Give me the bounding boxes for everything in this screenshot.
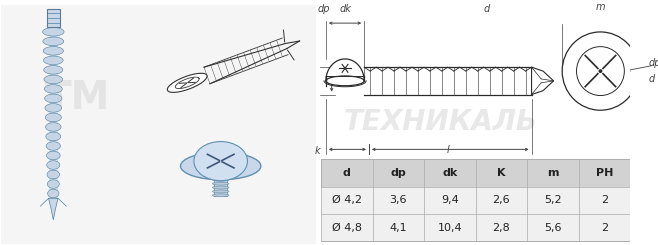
Text: TM: TM bbox=[45, 78, 110, 117]
Ellipse shape bbox=[213, 186, 229, 189]
Text: k: k bbox=[315, 146, 320, 156]
Ellipse shape bbox=[45, 123, 61, 131]
Circle shape bbox=[562, 32, 639, 110]
Ellipse shape bbox=[194, 142, 247, 181]
Text: 2: 2 bbox=[601, 223, 608, 233]
Ellipse shape bbox=[43, 47, 63, 55]
Ellipse shape bbox=[44, 85, 63, 93]
Text: dk: dk bbox=[442, 168, 457, 178]
Text: dp: dp bbox=[648, 58, 658, 68]
Ellipse shape bbox=[45, 113, 61, 122]
Ellipse shape bbox=[213, 182, 229, 185]
Ellipse shape bbox=[46, 142, 61, 150]
Polygon shape bbox=[49, 198, 58, 220]
Text: Ø 4,2: Ø 4,2 bbox=[332, 195, 362, 205]
Ellipse shape bbox=[47, 170, 60, 179]
Text: K: K bbox=[497, 168, 505, 178]
Ellipse shape bbox=[213, 178, 229, 181]
Bar bbox=[49, 27, 58, 198]
Ellipse shape bbox=[47, 180, 59, 188]
Ellipse shape bbox=[43, 27, 64, 36]
Text: 10,4: 10,4 bbox=[438, 223, 462, 233]
Ellipse shape bbox=[47, 151, 60, 160]
Text: PH: PH bbox=[595, 168, 613, 178]
Ellipse shape bbox=[43, 56, 63, 65]
Text: m: m bbox=[595, 2, 605, 12]
Ellipse shape bbox=[43, 37, 64, 46]
Polygon shape bbox=[532, 67, 553, 95]
Ellipse shape bbox=[44, 75, 63, 84]
Text: 3,6: 3,6 bbox=[390, 195, 407, 205]
Ellipse shape bbox=[45, 94, 62, 103]
Text: dp: dp bbox=[390, 168, 406, 178]
Bar bbox=[321, 186, 630, 214]
Text: 4,1: 4,1 bbox=[390, 223, 407, 233]
Text: ТЕХНИКАЛЬ: ТЕХНИКАЛЬ bbox=[343, 108, 538, 136]
Text: d: d bbox=[343, 168, 351, 178]
Ellipse shape bbox=[180, 152, 261, 180]
Polygon shape bbox=[326, 59, 364, 81]
Bar bbox=[47, 9, 60, 27]
Circle shape bbox=[599, 69, 602, 73]
Bar bbox=[321, 214, 630, 241]
Text: dp: dp bbox=[318, 4, 330, 14]
Ellipse shape bbox=[213, 194, 229, 197]
Ellipse shape bbox=[47, 161, 60, 169]
Bar bbox=[1, 5, 316, 244]
Text: d: d bbox=[648, 74, 655, 84]
Bar bbox=[321, 159, 630, 241]
Ellipse shape bbox=[46, 132, 61, 141]
Polygon shape bbox=[167, 73, 207, 92]
Bar bbox=[214, 177, 228, 196]
Circle shape bbox=[576, 47, 624, 96]
Text: m: m bbox=[547, 168, 559, 178]
Ellipse shape bbox=[326, 76, 364, 86]
Text: 2: 2 bbox=[601, 195, 608, 205]
Text: 5,6: 5,6 bbox=[544, 223, 561, 233]
Text: d: d bbox=[484, 4, 490, 14]
Text: 2,8: 2,8 bbox=[492, 223, 510, 233]
Bar bbox=[364, 67, 532, 95]
Text: dk: dk bbox=[339, 4, 351, 14]
Text: 5,2: 5,2 bbox=[544, 195, 562, 205]
Ellipse shape bbox=[47, 189, 59, 198]
Text: Ø 4,8: Ø 4,8 bbox=[332, 223, 362, 233]
Text: 9,4: 9,4 bbox=[441, 195, 459, 205]
Text: l: l bbox=[447, 145, 449, 155]
Ellipse shape bbox=[45, 104, 62, 112]
Ellipse shape bbox=[213, 190, 229, 193]
Text: 2,6: 2,6 bbox=[493, 195, 510, 205]
Ellipse shape bbox=[43, 66, 63, 74]
